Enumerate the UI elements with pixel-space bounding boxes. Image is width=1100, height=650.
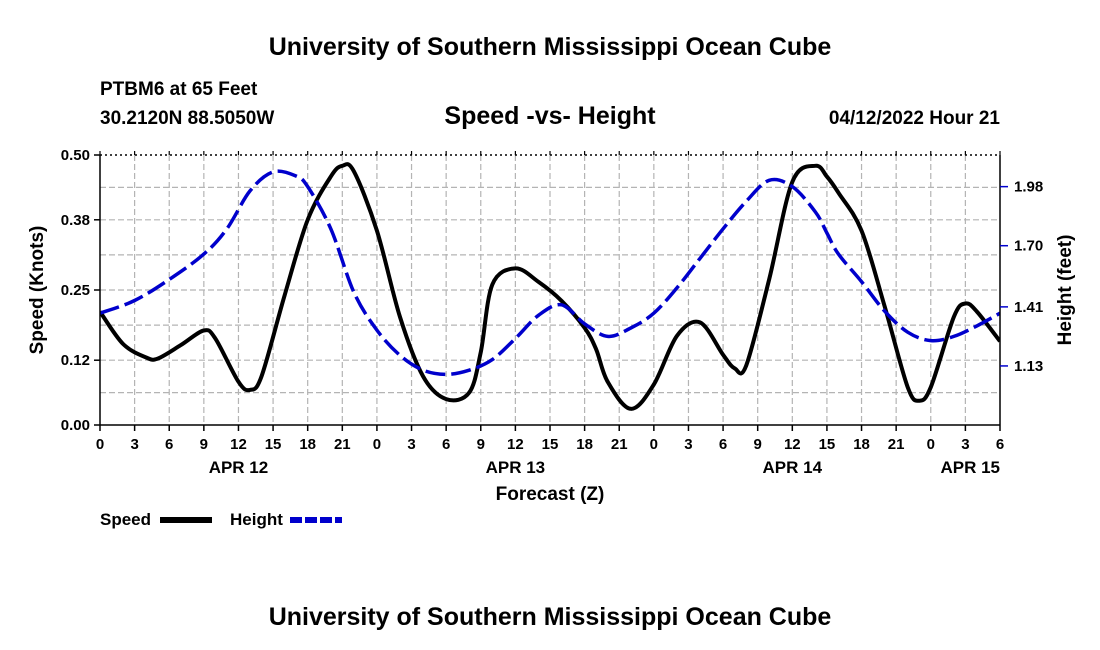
x-tick-label: 21 [888, 436, 905, 453]
x-tick-label: 0 [927, 436, 935, 453]
x-tick-label: 9 [477, 436, 485, 453]
chart-subtitle: Speed -vs- Height [444, 102, 656, 130]
y2-tick-label: 1.70 [1014, 238, 1043, 255]
x-tick-label: 15 [542, 436, 559, 453]
axis-ticks: 0 3 6 9 12 15 18 21 0 3 6 9 12 15 18 21 0 3 6 9 12 15 18 21 0 3 6 A… [61, 147, 1043, 477]
y-tick-label: 0.50 [61, 147, 90, 164]
station-coords: 30.2120N 88.5050W [100, 108, 274, 129]
x-tick-label: 3 [961, 436, 969, 453]
height-series-line [100, 169, 1000, 377]
x-tick-label: 3 [684, 436, 692, 453]
legend-height-label: Height [230, 510, 283, 529]
x-tick-label: 3 [130, 436, 138, 453]
station-label: PTBM6 at 65 Feet [100, 79, 258, 100]
x-tick-label: 12 [507, 436, 524, 453]
y2-tick-label: 1.13 [1014, 358, 1043, 375]
x-tick-label: 0 [650, 436, 658, 453]
footer-title: University of Southern Mississippi Ocean… [269, 603, 832, 631]
x-date-label: APR 14 [763, 458, 823, 477]
x-axis-title: Forecast (Z) [496, 484, 605, 505]
x-tick-label: 0 [373, 436, 381, 453]
legend-speed-label: Speed [100, 510, 151, 529]
x-tick-label: 12 [230, 436, 247, 453]
y-tick-label: 0.12 [61, 352, 90, 369]
forecast-datetime: 04/12/2022 Hour 21 [829, 108, 1001, 129]
y2-tick-label: 1.41 [1014, 299, 1043, 316]
x-tick-label: 18 [576, 436, 593, 453]
legend: Speed Height [100, 510, 342, 529]
y-tick-label: 0.25 [61, 282, 90, 299]
y-tick-label: 0.38 [61, 212, 90, 229]
x-date-label: APR 15 [940, 458, 1000, 477]
x-tick-label: 18 [853, 436, 870, 453]
y2-tick-label: 1.98 [1014, 179, 1043, 196]
x-tick-label: 6 [719, 436, 727, 453]
y-axis-title: Speed (Knots) [27, 226, 48, 355]
y2-axis-title: Height (feet) [1055, 235, 1076, 346]
speed-series-line [100, 162, 1000, 411]
x-tick-label: 6 [442, 436, 450, 453]
x-date-label: APR 13 [486, 458, 546, 477]
x-tick-label: 15 [819, 436, 836, 453]
x-tick-label: 18 [299, 436, 316, 453]
x-tick-label: 21 [611, 436, 628, 453]
x-tick-label: 21 [334, 436, 351, 453]
x-tick-label: 12 [784, 436, 801, 453]
chart-main-title: University of Southern Mississippi Ocean… [269, 33, 832, 61]
y-tick-label: 0.00 [61, 417, 90, 434]
x-date-label: APR 12 [209, 458, 269, 477]
x-tick-label: 15 [265, 436, 282, 453]
x-tick-label: 9 [200, 436, 208, 453]
x-tick-label: 3 [407, 436, 415, 453]
x-tick-label: 0 [96, 436, 104, 453]
series-layer [100, 162, 1000, 411]
x-tick-label: 6 [165, 436, 173, 453]
x-tick-label: 6 [996, 436, 1004, 453]
x-tick-label: 9 [754, 436, 762, 453]
